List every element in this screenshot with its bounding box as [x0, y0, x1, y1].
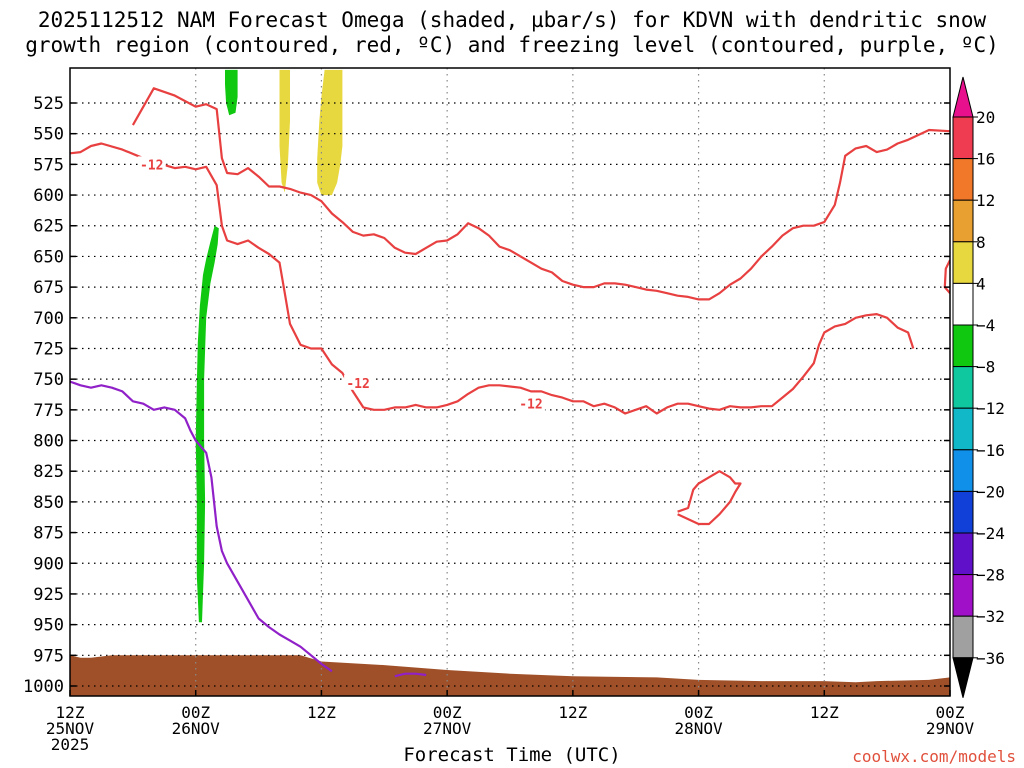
- x-tick-label-3-0: 00Z: [433, 703, 462, 722]
- credit-text: coolwx.com/models: [852, 747, 1016, 766]
- x-tick-label-7-0: 00Z: [936, 703, 965, 722]
- y-tick-label-5: 650: [33, 247, 64, 267]
- y-axis: 525 550 575 600 625 650 675 700 725 750 775 800 825 8…: [23, 94, 950, 697]
- colorbar-swatch-3: [952, 241, 974, 284]
- x-tick-label-1-0: 00Z: [181, 703, 210, 722]
- x-tick-label-5-1: 28NOV: [674, 719, 723, 738]
- contour-line-2: [943, 259, 950, 294]
- shaded-region-1: [195, 225, 219, 623]
- colorbar-swatch-7: [952, 407, 974, 451]
- colorbar-label-3: 8: [976, 233, 986, 252]
- x-tick-label-4-0: 12Z: [558, 703, 587, 722]
- y-tick-label-13: 850: [33, 493, 64, 513]
- y-tick-label-19: 1000: [23, 677, 64, 697]
- y-tick-label-7: 700: [33, 309, 64, 329]
- x-tick-label-6-0: 12Z: [810, 703, 839, 722]
- contour-label-0: -12: [140, 158, 163, 173]
- contour-line-5: [394, 672, 427, 678]
- y-tick-label-10: 775: [33, 401, 64, 421]
- y-tick-label-1: 550: [33, 125, 64, 145]
- x-tick-label-7-1: 29NOV: [926, 719, 975, 738]
- colorbar: 20 16 12 8 4 −4 −8 −12 −16 −20 −24 −28 −32 −36: [952, 76, 1005, 698]
- chart-title: 2025112512 NAM Forecast Omega (shaded, µ…: [25, 8, 999, 57]
- y-tick-label-15: 900: [33, 554, 64, 574]
- contour-labels: -12 -12 -12: [137, 156, 545, 413]
- x-axis-label: Forecast Time (UTC): [403, 744, 621, 766]
- y-tick-label-12: 825: [33, 462, 64, 482]
- contour-label-1: -12: [346, 377, 369, 392]
- colorbar-swatch-0: [952, 116, 974, 160]
- y-tick-label-17: 950: [33, 616, 64, 636]
- contours: [70, 87, 950, 678]
- colorbar-label-8: −16: [976, 441, 1005, 460]
- x-tick-label-0-0: 12Z: [56, 703, 85, 722]
- plot-frame: [69, 67, 951, 697]
- shaded-region-0: [225, 69, 238, 116]
- contour-line-1: [131, 87, 950, 301]
- shaded-region-2: [279, 69, 290, 193]
- colorbar-top-arrow: [952, 76, 974, 118]
- x-tick-label-0-2: 2025: [51, 735, 90, 754]
- colorbar-swatch-4: [952, 282, 974, 326]
- colorbar-swatch-5: [952, 324, 974, 368]
- colorbar-label-12: −32: [976, 607, 1005, 626]
- colorbar-label-10: −24: [976, 524, 1005, 543]
- contour-label-bg-2: [516, 395, 545, 411]
- y-tick-label-2: 575: [33, 155, 64, 175]
- x-tick-label-3-1: 27NOV: [423, 719, 472, 738]
- colorbar-swatch-12: [952, 615, 974, 659]
- y-tick-label-4: 625: [33, 217, 64, 237]
- colorbar-label-5: −4: [976, 316, 995, 335]
- y-tick-label-8: 725: [33, 339, 64, 359]
- colorbar-label-6: −8: [976, 358, 995, 377]
- y-tick-label-9: 750: [33, 370, 64, 390]
- y-tick-label-18: 975: [33, 646, 64, 666]
- shaded-region-4: [70, 655, 950, 696]
- x-tick-label-1-1: 26NOV: [172, 719, 221, 738]
- y-tick-label-16: 925: [33, 585, 64, 605]
- contour-line-4: [70, 380, 333, 673]
- y-tick-label-3: 600: [33, 186, 64, 206]
- x-tick-label-5-0: 00Z: [684, 703, 713, 722]
- y-tick-label-6: 675: [33, 278, 64, 298]
- colorbar-label-1: 16: [976, 150, 995, 169]
- colorbar-label-7: −12: [976, 399, 1005, 418]
- colorbar-swatch-1: [952, 158, 974, 201]
- contour-line-0: [70, 142, 915, 415]
- contour-label-2: -12: [519, 398, 542, 413]
- colorbar-label-9: −20: [976, 482, 1005, 501]
- x-tick-label-2-0: 12Z: [307, 703, 336, 722]
- contour-label-bg-0: [137, 156, 166, 172]
- colorbar-label-0: 20: [976, 108, 995, 127]
- colorbar-label-13: −36: [976, 649, 1005, 668]
- colorbar-swatch-11: [952, 574, 974, 617]
- colorbar-swatch-10: [952, 532, 974, 576]
- contour-label-bg-1: [344, 374, 373, 390]
- colorbar-swatch-8: [952, 449, 974, 492]
- colorbar-label-4: 4: [976, 274, 986, 293]
- colorbar-label-11: −28: [976, 566, 1005, 585]
- x-tick-label-0-1: 25NOV: [46, 719, 95, 738]
- colorbar-swatch-9: [952, 490, 974, 534]
- y-tick-label-0: 525: [33, 94, 64, 114]
- contour-line-3: [677, 470, 742, 526]
- colorbar-label-2: 12: [976, 191, 995, 210]
- colorbar-swatch-2: [952, 199, 974, 243]
- y-tick-label-11: 800: [33, 432, 64, 452]
- colorbar-bottom-arrow: [952, 657, 974, 698]
- y-tick-label-14: 875: [33, 524, 64, 544]
- colorbar-swatch-6: [952, 366, 974, 409]
